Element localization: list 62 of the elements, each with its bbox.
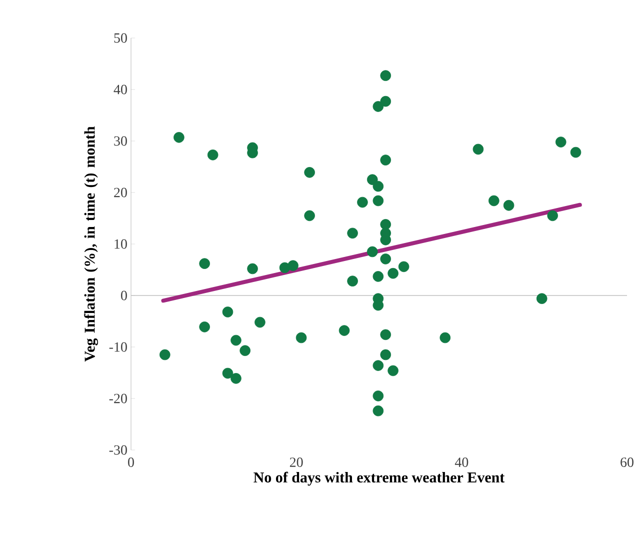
point [347,276,358,286]
y-tick-label: 30 [114,136,127,146]
point [247,263,258,274]
point [372,390,384,402]
x-axis-title: No of days with extreme weather Event [254,472,505,486]
point [380,219,392,230]
point [388,268,398,279]
point [366,246,378,258]
y-tick-label: 40 [114,84,127,94]
y-tick-label: 10 [114,239,127,249]
point [388,365,398,376]
point [199,322,210,332]
point [555,136,566,148]
point [230,334,242,346]
point [380,154,392,166]
y-tick-label: -30 [109,445,127,455]
point [372,180,384,192]
point [222,306,234,318]
point [372,360,384,371]
point [296,332,307,344]
point [472,144,484,155]
point [380,96,392,107]
point [536,293,548,304]
y-tick-label: 0 [121,290,127,300]
y-tick-label: -10 [109,342,127,352]
y-tick-label: 50 [114,33,127,43]
point [440,332,451,344]
point [503,200,514,211]
point [347,228,358,239]
point [380,254,392,264]
point [230,373,242,384]
x-tick-label: 60 [620,458,634,467]
point [159,349,170,360]
point [338,325,350,336]
point [380,349,392,360]
point [398,261,410,272]
point [240,345,250,356]
point [304,167,315,178]
point [207,150,218,160]
point [488,195,500,206]
y-axis-title: Veg Inflation (%), in time (t) month [84,126,98,362]
x-tick-label: 20 [290,458,303,467]
point [372,271,384,282]
point [372,195,384,206]
point [372,101,384,112]
point [547,210,558,222]
point [380,329,392,340]
point [304,210,315,222]
y-tick-label: 20 [114,188,127,198]
y-tick-label: -20 [109,394,127,404]
point [222,368,234,379]
point [380,70,392,81]
point [199,258,210,269]
point [254,316,266,328]
point [372,405,384,416]
x-tick-label: 40 [454,458,468,467]
point [288,260,298,272]
point [357,196,368,208]
x-tick-label: 0 [128,458,134,467]
point [174,132,184,143]
point [570,146,582,158]
point [366,174,378,186]
